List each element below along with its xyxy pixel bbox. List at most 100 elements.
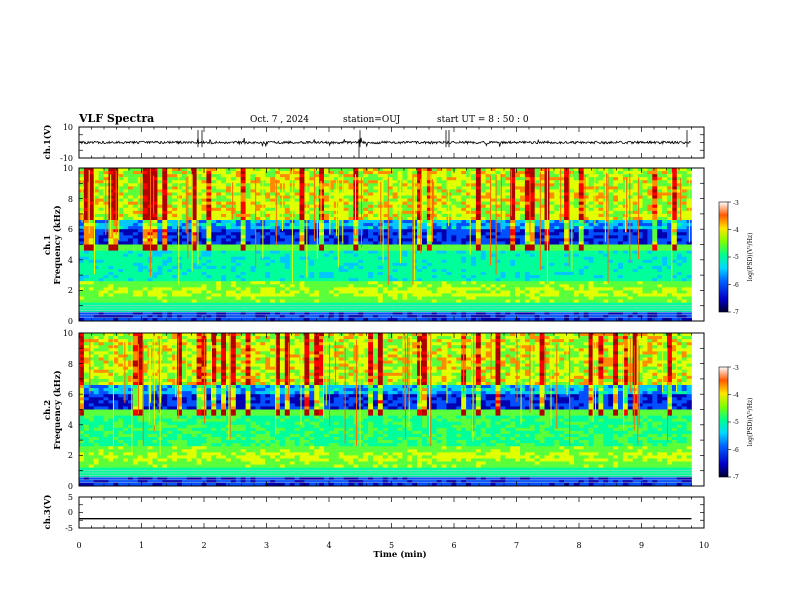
spectrogram-cell [348,195,354,199]
spectrogram-cell [137,213,143,218]
spectrogram-cell [417,265,423,270]
spectrogram-cell [549,204,555,209]
spectrogram-cell [466,265,472,270]
spectrogram-cell [662,189,668,193]
spectrogram-cell [593,201,599,206]
spectrogram-cell [549,226,555,230]
spectrogram-cell [632,207,638,212]
spectrogram-cell [157,259,163,264]
spectrogram-cell [618,235,624,239]
spectrogram-cell [485,278,491,282]
spectrogram-cell [216,207,222,212]
spectrogram-cell [559,223,565,227]
spectrogram-cell [196,177,202,181]
spectrogram-cell [598,232,604,236]
spectrogram-cell [235,171,241,175]
spectrogram-cell [250,250,256,254]
spectrogram-cell [613,186,619,190]
spectrogram-cell [333,278,339,282]
spectrogram-cell [284,262,290,267]
spectrogram-cell [181,256,188,261]
spectrogram-cell [221,201,227,206]
spectrogram-cell [524,244,531,248]
spectrogram-cell [211,195,217,199]
spectrogram-cell [593,226,599,230]
spectrogram-cell [451,281,457,285]
spectrogram-cell [309,168,315,172]
spectrogram-cell [348,268,354,273]
spectrogram-cell [529,284,535,288]
spectrogram-cell [98,186,104,190]
spectrogram-cell [671,253,678,258]
spectrogram-cell [157,171,163,175]
spectrogram-cell [319,244,325,248]
spectrogram-cell [578,250,584,254]
spectrogram-cell [490,250,496,254]
spectrogram-cell [637,272,643,276]
spectrogram-cell [608,275,614,279]
spectrogram-cell [515,262,521,267]
spectrogram-cell [549,223,555,227]
spectrogram-cell [407,241,413,245]
spectrogram-cell [466,210,472,215]
spectrogram-cell [240,195,246,199]
spectrogram-cell [343,195,349,199]
spectrogram-cell [181,232,188,236]
spectrogram-cell [578,281,584,285]
spectrogram-cell [573,174,580,178]
spectrogram-cell [93,223,99,227]
spectrogram-cell [368,259,374,264]
spectrogram-cell [392,275,398,279]
spectrogram-cell [137,192,143,196]
spectrogram-cell [461,223,467,227]
spectrogram-cell [426,272,433,276]
spectrogram-cell [637,174,643,178]
spectrogram-cell [593,284,599,288]
spectrogram-cell [588,278,594,282]
spectrogram-cell [642,183,648,187]
spectrogram-cell [534,253,540,258]
spectrogram-cell [627,207,633,212]
spectrogram-cell [353,278,359,282]
spectrogram-cell [186,220,192,224]
spectrogram-cell [662,235,668,239]
spectrogram-cell [152,180,158,184]
spectrogram-cell [671,201,678,206]
spectrogram-cell [559,241,565,245]
spectrogram-cell [123,198,129,202]
spectrogram-cell [83,213,90,218]
spectrogram-cell [216,174,222,178]
spectrogram-cell [113,259,119,264]
spectrogram-cell [128,213,134,218]
spectrogram-cell [245,238,251,242]
spectrogram-cell [157,272,163,276]
spectrogram-cell [88,186,94,190]
spectrogram-cell [573,241,580,245]
spectrogram-cell [417,207,423,212]
spectrogram-cell [167,171,173,175]
spectrogram-cell [642,226,648,230]
spectrogram-cell [534,177,540,181]
spectrogram-cell [681,272,687,276]
spectrogram-cell [534,262,540,267]
spectrogram-cell [593,265,599,270]
spectrogram-cell [471,284,477,288]
spectrogram-cell [505,229,511,233]
spectrogram-cell [466,174,472,178]
spectrogram-cell [461,238,467,242]
spectrogram-cell [137,247,143,251]
spectrogram-cell [622,281,629,285]
spectrogram-cell [319,223,325,227]
spectrogram-cell [578,232,584,236]
spectrogram-cell [377,281,384,285]
spectrogram-cell [480,272,486,276]
spectrogram-cell [196,186,202,190]
spectrogram-cell [186,204,192,209]
spectrogram-cell [186,207,192,212]
spectrogram-cell [83,281,90,285]
spectrogram-cell [529,183,535,187]
spectrogram-cell [475,226,482,230]
spectrogram-cell [534,192,540,196]
spectrogram-cell [520,168,526,172]
spectrogram-cell [637,201,643,206]
